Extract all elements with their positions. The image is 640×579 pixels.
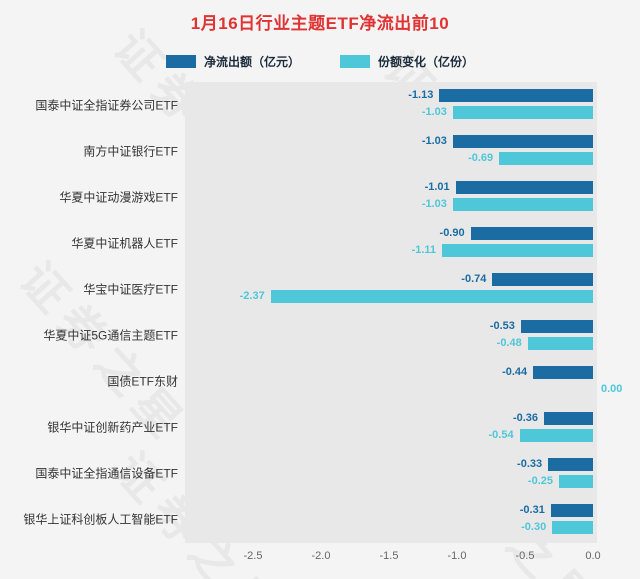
value-label: -1.03 [421, 135, 447, 148]
value-label: -0.90 [439, 227, 465, 240]
value-label: 0.00 [601, 382, 623, 395]
legend-swatch-share-change [340, 55, 370, 68]
value-label: -0.48 [496, 336, 522, 349]
legend-label-net-outflow: 净流出额（亿元） [203, 55, 300, 69]
value-label: -1.13 [408, 89, 434, 101]
value-label: -1.03 [421, 198, 447, 211]
bar-share-change[interactable] [442, 244, 593, 258]
bar-share-change[interactable] [519, 428, 593, 442]
bar-share-change[interactable] [527, 336, 593, 350]
value-label: -0.25 [527, 474, 553, 487]
value-label: -1.01 [424, 181, 450, 194]
bar-net-outflow[interactable] [520, 319, 593, 333]
bar-share-change[interactable] [552, 520, 593, 534]
legend-label-share-change: 份额变化（亿份） [378, 55, 475, 69]
x-axis-tick: -0.5 [515, 550, 535, 562]
value-label: -0.44 [502, 365, 528, 378]
value-label: -1.11 [411, 244, 437, 257]
chart-title: 1月16日行业主题ETF净流出前10 [190, 14, 450, 33]
value-label: -0.54 [488, 428, 514, 441]
bar-net-outflow[interactable] [455, 181, 593, 195]
value-label: -0.74 [461, 273, 487, 286]
category-label: 华夏中证动漫游戏ETF [59, 190, 178, 205]
bar-net-outflow[interactable] [548, 457, 593, 471]
category-label: 银华中证创新药产业ETF [47, 420, 178, 435]
value-label: -0.53 [489, 319, 515, 332]
legend-swatch-net-outflow [165, 55, 196, 68]
x-axis-tick: 0.0 [585, 550, 601, 562]
bar-net-outflow[interactable] [533, 365, 593, 379]
bar-net-outflow[interactable] [439, 89, 593, 102]
category-label: 国债ETF东财 [107, 374, 178, 389]
bar-share-change[interactable] [499, 152, 593, 166]
bar-net-outflow[interactable] [544, 411, 593, 425]
value-label: -0.36 [512, 411, 539, 424]
category-label: 华宝中证医疗ETF [83, 282, 178, 297]
bar-share-change[interactable] [270, 290, 593, 304]
category-label: 华夏中证机器人ETF [71, 236, 178, 251]
value-label: -0.30 [521, 520, 547, 533]
bar-net-outflow[interactable] [452, 135, 593, 149]
category-label: 华夏中证5G通信主题ETF [43, 328, 178, 343]
value-label: -2.37 [239, 290, 265, 303]
bar-net-outflow[interactable] [550, 503, 593, 517]
value-label: -1.03 [421, 106, 447, 118]
value-label: -0.33 [517, 457, 543, 470]
bar-net-outflow[interactable] [492, 273, 593, 287]
x-axis-tick: -1.0 [447, 550, 467, 562]
bar-share-change[interactable] [452, 198, 593, 212]
value-label: -0.69 [468, 152, 494, 165]
plot-area: -1.13 -1.03 -1.03 -0.69 -1.01 -1.03 -0.90 -1.11… [185, 82, 622, 543]
legend-item-net-outflow[interactable]: 净流出额（亿元） [165, 53, 300, 70]
category-label: 国泰中证全指通信设备ETF [35, 466, 178, 481]
value-label: -0.31 [519, 503, 545, 516]
category-label: 银华上证科创板人工智能ETF [23, 512, 178, 527]
bar-share-change[interactable] [559, 474, 593, 488]
bar-share-change[interactable] [452, 106, 593, 119]
x-axis-tick: -2.5 [243, 550, 263, 562]
legend-item-share-change[interactable]: 份额变化（亿份） [340, 53, 474, 70]
category-label: 南方中证银行ETF [83, 144, 178, 159]
legend: 净流出额（亿元） 份额变化（亿份） [0, 53, 640, 70]
bar-net-outflow[interactable] [470, 227, 593, 241]
x-axis-tick: -2.0 [311, 550, 331, 562]
x-axis-tick: -1.5 [379, 550, 399, 562]
category-label: 国泰中证全指证券公司ETF [35, 98, 178, 112]
